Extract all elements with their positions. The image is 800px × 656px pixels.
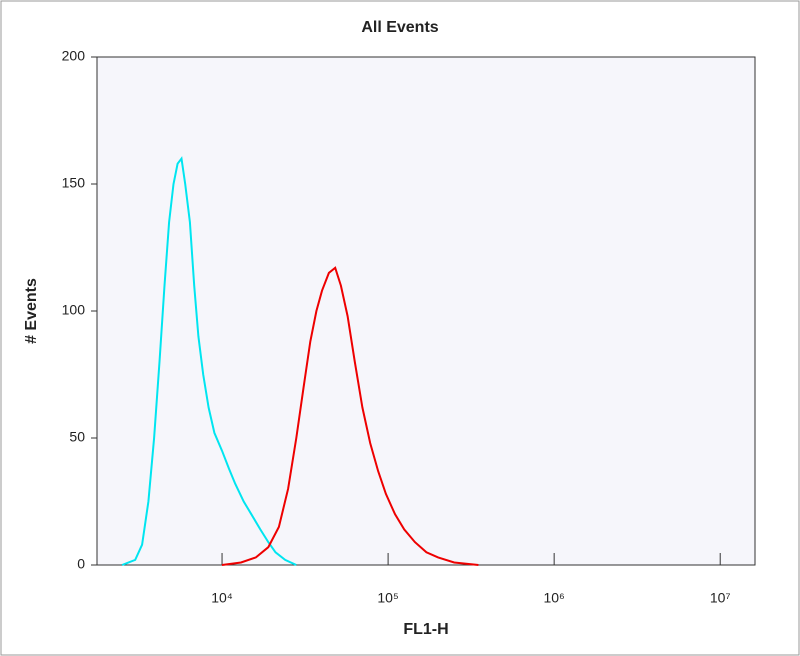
- x-tick-label: 10⁴: [211, 590, 233, 606]
- series-line: [221, 266, 479, 566]
- y-axis-label: # Events: [23, 278, 40, 344]
- y-tick-label: 50: [69, 429, 85, 445]
- chart-title: All Events: [361, 19, 438, 36]
- plot-area: [96, 56, 756, 566]
- y-tick-label: 150: [62, 175, 86, 191]
- x-tick-label: 10⁵: [377, 590, 398, 606]
- series-line: [121, 156, 297, 566]
- y-tick-label: 100: [62, 302, 86, 318]
- y-tick-label: 200: [62, 48, 86, 64]
- y-tick-label: 0: [77, 556, 85, 572]
- x-tick-label: 10⁶: [543, 590, 564, 606]
- x-tick-label: 10⁷: [710, 590, 731, 606]
- x-axis-label: FL1-H: [403, 621, 448, 638]
